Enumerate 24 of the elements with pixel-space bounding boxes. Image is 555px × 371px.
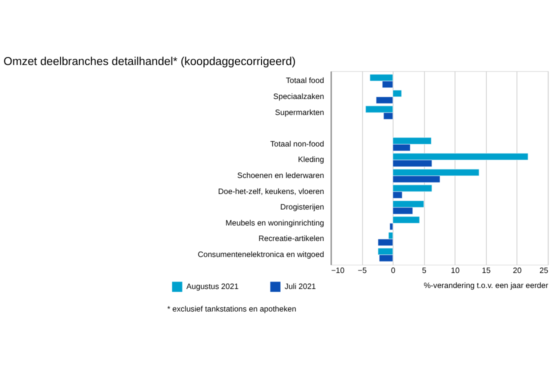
x-axis-title: %-verandering t.o.v. een jaar eerder (424, 280, 549, 290)
x-tick-label: 20 (512, 266, 522, 275)
x-tick-label: −10 (331, 266, 346, 275)
legend-label: Juli 2021 (284, 282, 316, 291)
x-tick-label: 25 (540, 266, 549, 275)
x-tick-label: −5 (358, 266, 368, 275)
y-tick-label: Speciaalzaken (273, 92, 324, 101)
x-tick-label: 5 (422, 266, 428, 275)
y-tick-label: Kleding (298, 155, 324, 164)
text: Omzet deelbranches detailhandel* (koopdaggecorrigeerd) (4, 56, 296, 68)
x-tick-label: 15 (482, 266, 492, 275)
x-tick-label: 10 (450, 266, 460, 275)
x-tick-label: 0 (391, 266, 396, 275)
y-tick-label: Drogisterijen (280, 202, 324, 212)
y-tick-label: Meubels en woninginrichting (226, 218, 324, 228)
y-tick-label: Totaal food (286, 76, 324, 86)
y-tick-label: Consumentenelektronica en witgoed (198, 250, 324, 259)
y-tick-label: Supermarkten (275, 108, 324, 117)
y-tick-label: Doe-het-zelf, keukens, vloeren (218, 186, 324, 196)
text: * exclusief tankstations en apotheken (167, 304, 296, 314)
y-tick-label: Totaal non-food (270, 139, 324, 148)
y-tick-label: Recreatie-artikelen (258, 234, 324, 244)
y-tick-label: Schoenen en lederwaren (237, 170, 324, 180)
legend-label: Augustus 2021 (186, 282, 239, 291)
